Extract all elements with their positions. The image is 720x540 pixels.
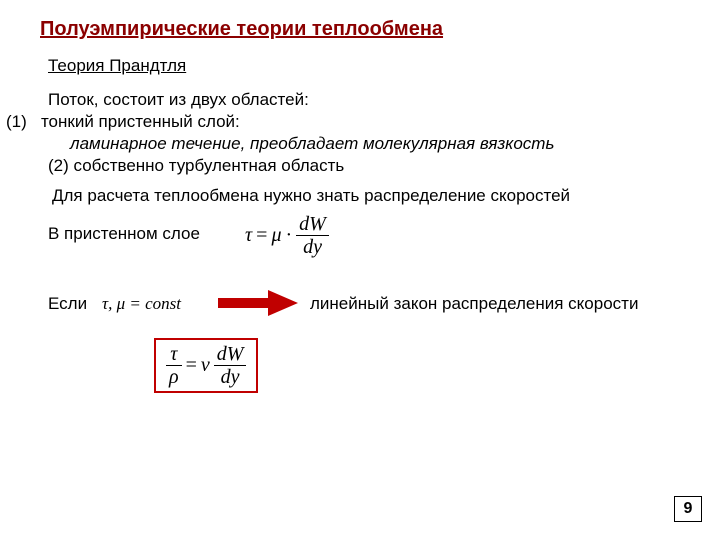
intro-text: Поток, состоит из двух областей: bbox=[48, 90, 309, 110]
eq2-num: dW bbox=[214, 344, 247, 364]
page-title: Полуэмпирические теории теплообмена bbox=[40, 18, 443, 41]
equation-2: τ ρ = ν dW dy bbox=[166, 344, 246, 387]
note-text: Для расчета теплообмена нужно знать расп… bbox=[52, 186, 570, 206]
page-number: 9 bbox=[674, 496, 702, 522]
result-text: линейный закон распределения скорости bbox=[310, 294, 638, 314]
list-item-1: (1) тонкий пристенный слой: bbox=[6, 112, 240, 132]
eq1-den: dy bbox=[300, 237, 325, 257]
wall-layer-label: В пристенном слое bbox=[48, 224, 200, 244]
arrow-icon bbox=[218, 290, 298, 316]
eq2-equals: = bbox=[186, 354, 197, 377]
item1-marker: (1) bbox=[6, 112, 27, 131]
equation-2-box: τ ρ = ν dW dy bbox=[154, 338, 258, 393]
item1-detail: ламинарное течение, преобладает молекуля… bbox=[70, 134, 554, 154]
eq2-lhs-num: τ bbox=[167, 344, 180, 364]
eq1-dot: · bbox=[286, 224, 293, 247]
eq2-nu: ν bbox=[201, 354, 210, 377]
eq2-lhs-fraction: τ ρ bbox=[166, 344, 182, 387]
subtitle: Теория Прандтля bbox=[48, 56, 186, 76]
eq1-equals: = bbox=[256, 224, 267, 247]
if-label: Если bbox=[48, 294, 87, 314]
eq1-fraction: dW dy bbox=[296, 214, 329, 257]
eq1-mu: μ bbox=[271, 224, 281, 247]
eq1-lhs: τ bbox=[245, 224, 252, 247]
condition-text: τ, μ = const bbox=[102, 294, 181, 314]
list-item-2: (2) собственно турбулентная область bbox=[48, 156, 344, 176]
eq2-den: dy bbox=[218, 367, 243, 387]
item1-text: тонкий пристенный слой: bbox=[41, 112, 240, 131]
eq1-num: dW bbox=[296, 214, 329, 234]
eq2-rhs-fraction: dW dy bbox=[214, 344, 247, 387]
slide: Полуэмпирические теории теплообмена Теор… bbox=[0, 0, 720, 540]
equation-1: τ = μ · dW dy bbox=[245, 214, 329, 257]
eq2-lhs-den: ρ bbox=[166, 367, 182, 387]
